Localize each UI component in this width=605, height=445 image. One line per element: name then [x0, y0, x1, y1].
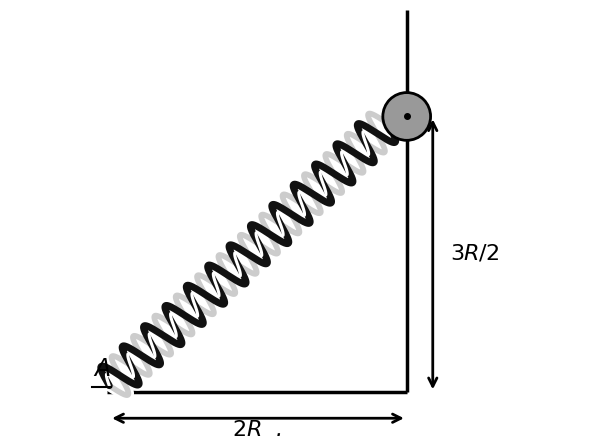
- Circle shape: [383, 93, 431, 140]
- Text: $2R$  .: $2R$ .: [232, 421, 282, 441]
- Text: $A$: $A$: [93, 357, 111, 381]
- Text: $3R/2$: $3R/2$: [450, 243, 500, 264]
